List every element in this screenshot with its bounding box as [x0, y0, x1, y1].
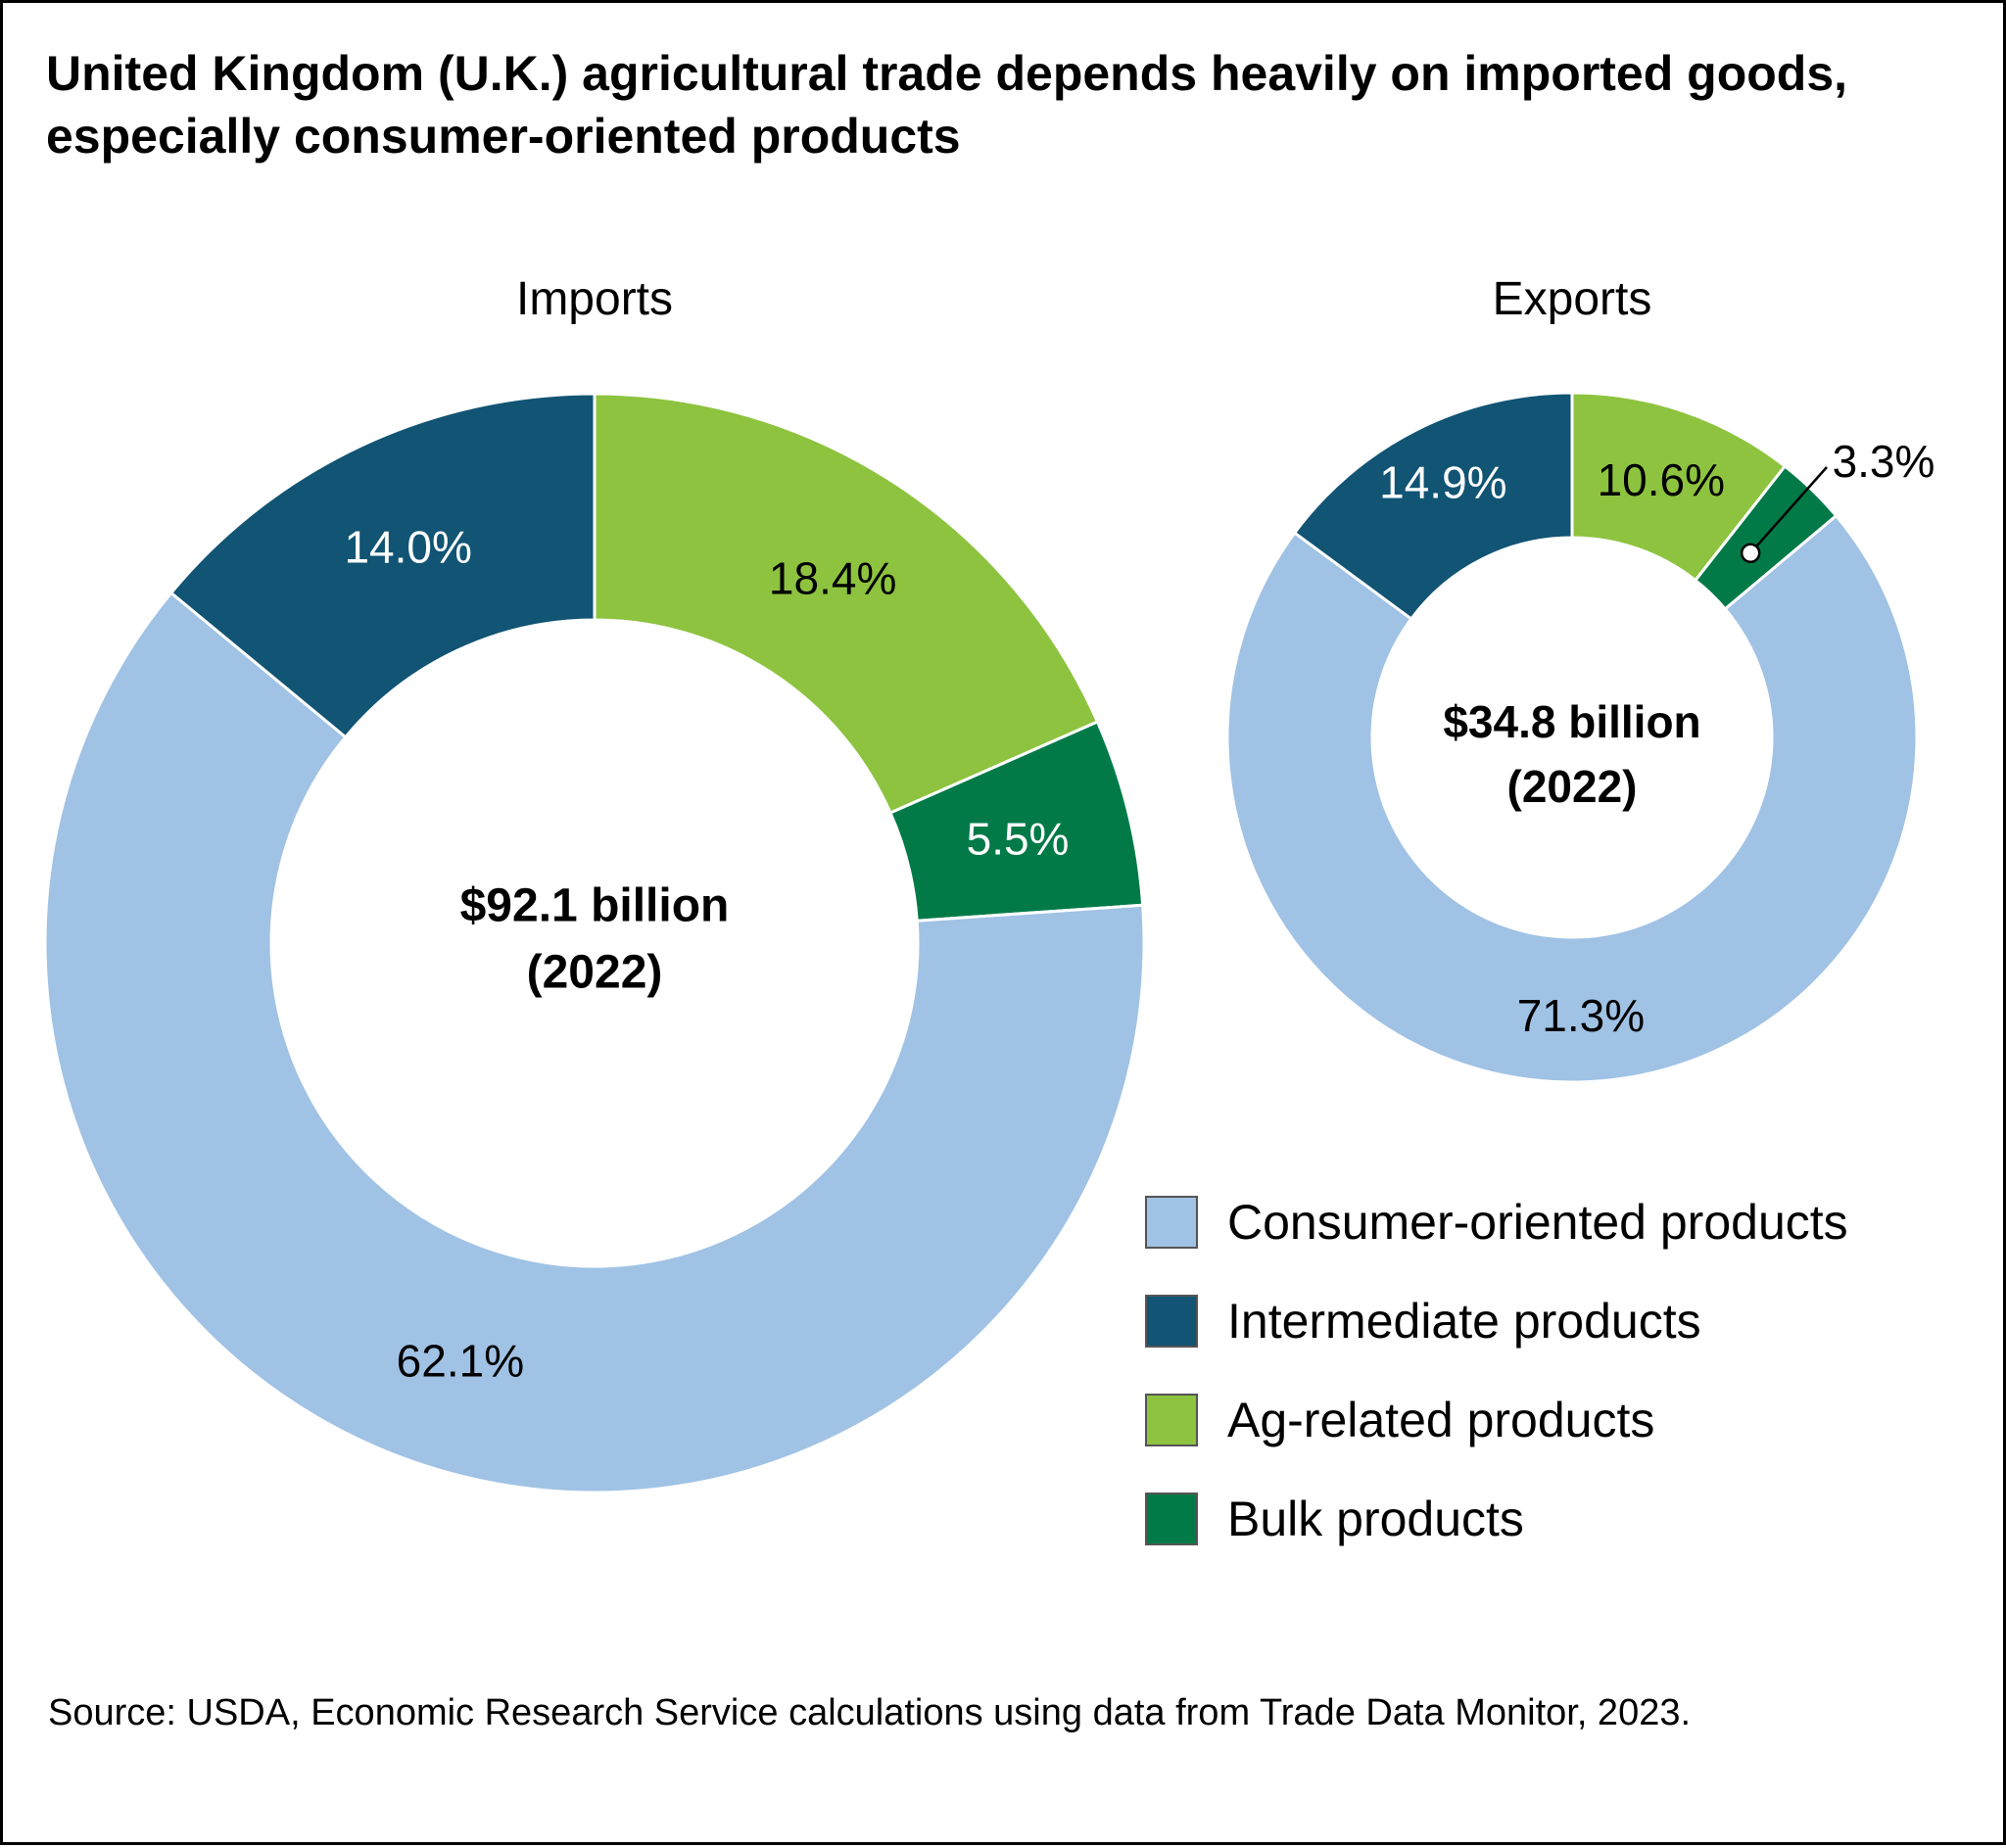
- chart-title: United Kingdom (U.K.) agricultural trade…: [46, 46, 1848, 164]
- imports-label-bulk-products: 5.5%: [967, 813, 1070, 864]
- imports-slice-ag-related-products: [593, 392, 1100, 816]
- exports-center-label-year: (2022): [1507, 761, 1638, 812]
- imports-label-consumer-oriented-products: 62.1%: [397, 1336, 524, 1387]
- exports-label-ag-related-products: 10.6%: [1598, 454, 1725, 505]
- exports-slice-intermediate-products: [1292, 391, 1574, 622]
- imports-label-ag-related-products: 18.4%: [769, 552, 896, 603]
- exports-label-intermediate-products: 14.9%: [1379, 456, 1506, 507]
- imports-title: Imports: [516, 273, 673, 325]
- legend-label-consumer: Consumer-oriented products: [1227, 1195, 1848, 1250]
- exports-title: Exports: [1493, 273, 1652, 325]
- legend-swatch-consumer: [1145, 1196, 1198, 1249]
- imports-donut: Imports 18.4% 5.5% 62.1% 14.0% $92.1 billion (…: [43, 273, 1146, 1494]
- exports-callout-dot: [1740, 543, 1761, 563]
- legend-swatch-ag-related: [1145, 1394, 1198, 1446]
- source-note: Source: USDA, Economic Research Service …: [48, 1692, 1692, 1733]
- imports-center-label-total: $92.1 billion: [460, 880, 730, 932]
- legend-swatch-intermediate: [1145, 1295, 1198, 1348]
- exports-label-consumer-oriented-products: 71.3%: [1517, 990, 1645, 1041]
- legend-swatch-bulk: [1145, 1493, 1198, 1545]
- exports-donut: Exports 10.6% 3.3% 71.3% 14.9% $34.8 billion (…: [1225, 273, 1935, 1084]
- imports-slice-intermediate-products: [168, 392, 597, 739]
- donut-charts: Imports 18.4% 5.5% 62.1% 14.0% $92.1 billion (…: [43, 273, 1935, 1494]
- exports-slice-consumer-oriented-products: [1225, 513, 1919, 1084]
- imports-label-intermediate-products: 14.0%: [344, 522, 471, 573]
- legend-label-intermediate: Intermediate products: [1227, 1294, 1701, 1349]
- imports-slice-consumer-oriented-products: [43, 591, 1146, 1494]
- legend-label-ag-related: Ag-related products: [1227, 1393, 1655, 1447]
- exports-label-bulk-products: 3.3%: [1833, 436, 1935, 487]
- legend-label-bulk: Bulk products: [1227, 1492, 1524, 1546]
- imports-center-label-year: (2022): [527, 947, 663, 999]
- exports-center-label-total: $34.8 billion: [1443, 696, 1700, 747]
- exports-callout-line: [1749, 466, 1828, 554]
